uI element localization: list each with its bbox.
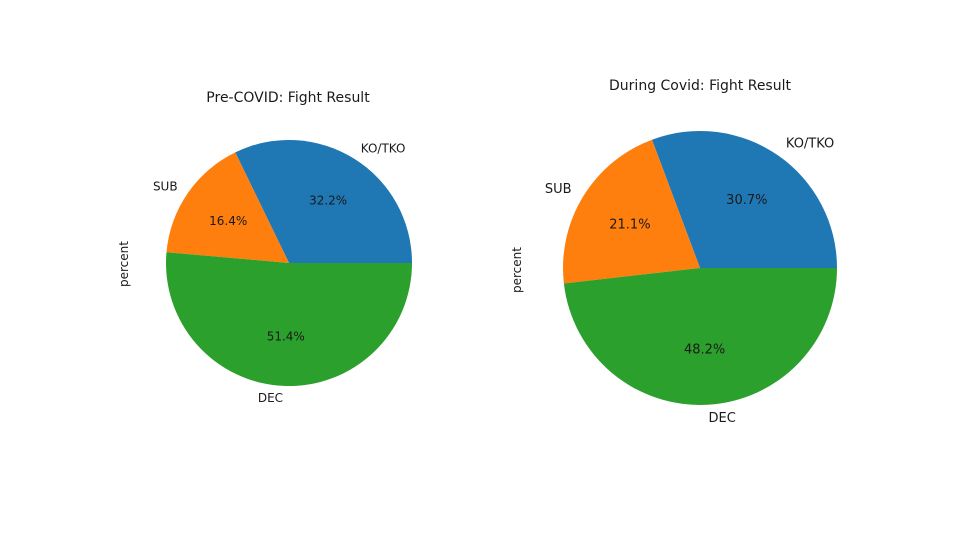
slice-label-sub: SUB (153, 179, 178, 193)
slice-percent-sub: 21.1% (609, 218, 650, 233)
slice-label-sub: SUB (545, 182, 572, 197)
slice-percent-dec: 48.2% (684, 343, 725, 358)
slice-label-ko-tko: KO/TKO (361, 141, 406, 155)
pie-slice-dec (166, 252, 412, 387)
pie-labels: KO/TKO 30.7% SUB 21.1% DEC 48.2% (545, 137, 834, 426)
slice-label-ko-tko: KO/TKO (786, 137, 834, 152)
pie-slices (563, 130, 837, 405)
chart-title: Pre-COVID: Fight Result (206, 90, 370, 106)
slice-percent-ko-tko: 32.2% (309, 193, 347, 207)
pie-slice-dec (563, 268, 837, 405)
pie-labels: KO/TKO 32.2% SUB 16.4% DEC 51.4% (153, 141, 406, 405)
slice-label-dec: DEC (709, 411, 736, 426)
y-axis-label: percent (117, 241, 131, 287)
slice-percent-ko-tko: 30.7% (726, 193, 767, 208)
pie-slices (166, 139, 412, 387)
chart-title: During Covid: Fight Result (609, 78, 791, 94)
pie-slice-sub (563, 139, 700, 284)
pie-slice-ko-tko (235, 139, 412, 263)
slice-percent-sub: 16.4% (209, 214, 247, 228)
pie-slice-ko-tko (651, 130, 837, 268)
pie-chart-pre-covid: Pre-COVID: Fight Result percent KO/TKO 32… (117, 90, 412, 405)
pie-slice-sub (166, 152, 289, 263)
pie-chart-during-covid: During Covid: Fight Result percent KO/TK… (510, 78, 837, 426)
y-axis-label: percent (510, 247, 524, 293)
slice-label-dec: DEC (258, 391, 283, 405)
slice-percent-dec: 51.4% (267, 330, 305, 344)
